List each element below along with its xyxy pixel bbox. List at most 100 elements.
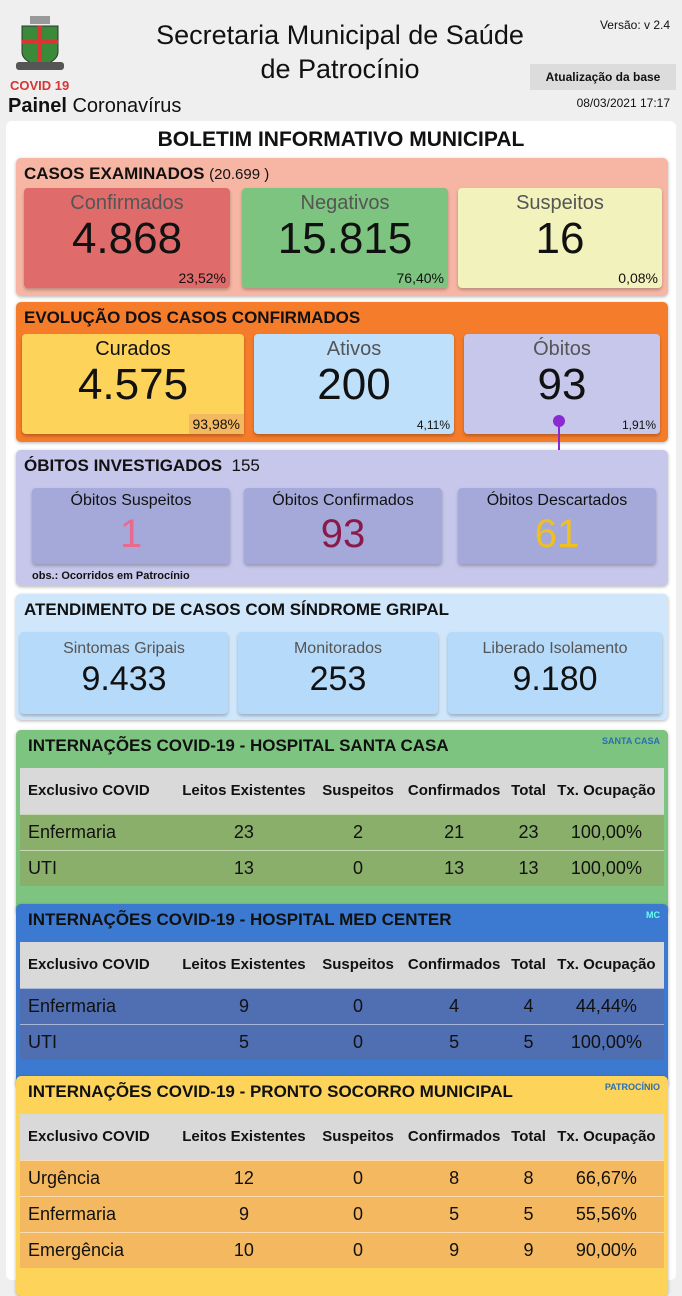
- column-header: Confirmados: [400, 1114, 509, 1160]
- column-header: Leitos Existentes: [171, 768, 317, 814]
- section-title: ÓBITOS INVESTIGADOS 155: [24, 456, 260, 475]
- title-line-1: Secretaria Municipal de Saúde: [156, 20, 524, 50]
- table-cell: 10: [171, 1231, 317, 1268]
- hospital-logo: SANTA CASA: [602, 736, 660, 746]
- table-cell: Enfermaria: [20, 1195, 172, 1232]
- flu-syndrome-section: ATENDIMENTO DE CASOS COM SÍNDROME GRIPAL…: [16, 594, 668, 720]
- column-header: Tx. Ocupação: [548, 942, 664, 988]
- table-cell: 13: [171, 849, 317, 886]
- table-cell: 9: [171, 1195, 317, 1232]
- column-header: Exclusivo COVID: [20, 1114, 172, 1160]
- hospital-section: INTERNAÇÕES COVID-19 - HOSPITAL MED CENT…: [16, 904, 668, 1088]
- column-header: Tx. Ocupação: [548, 1114, 664, 1160]
- table-row: Enfermaria 9 0 5 5 55,56%: [20, 1195, 664, 1232]
- table-cell: 13: [400, 849, 509, 886]
- hospital-table: Exclusivo COVID Leitos Existentes Suspeito…: [20, 768, 664, 886]
- table-cell: 8: [400, 1159, 509, 1196]
- table-row: Urgência 12 0 8 8 66,67%: [20, 1159, 664, 1196]
- table-header: Exclusivo COVID Leitos Existentes Suspeito…: [20, 1114, 664, 1160]
- deaths-investigated-section: ÓBITOS INVESTIGADOS 155 Óbitos Suspeitos…: [16, 450, 668, 586]
- table-row: UTI 13 0 13 13 100,00%: [20, 849, 664, 886]
- table-cell: UTI: [20, 849, 172, 886]
- cases-examined-section: CASOS EXAMINADOS (20.699 ) Confirmados 4.…: [16, 158, 668, 296]
- bulletin-title: BOLETIM INFORMATIVO MUNICIPAL: [157, 128, 525, 151]
- column-header: Total: [508, 942, 549, 988]
- hospital-table: Exclusivo COVID Leitos Existentes Suspeito…: [20, 1114, 664, 1268]
- examined-total: (20.699 ): [209, 166, 270, 183]
- column-header: Tx. Ocupação: [548, 768, 664, 814]
- table-row: Enfermaria 23 2 21 23 100,00%: [20, 813, 664, 850]
- table-cell: Enfermaria: [20, 813, 172, 850]
- table-cell: 55,56%: [548, 1195, 664, 1232]
- hospital-section: INTERNAÇÕES COVID-19 - PRONTO SOCORRO MU…: [16, 1076, 668, 1296]
- table-cell: 13: [508, 849, 549, 886]
- table-cell: 0: [316, 1023, 400, 1060]
- table-cell: 90,00%: [548, 1231, 664, 1268]
- table-cell: 0: [316, 987, 400, 1024]
- table-cell: 0: [316, 1231, 400, 1268]
- table-cell: 100,00%: [548, 849, 664, 886]
- table-cell: 66,67%: [548, 1159, 664, 1196]
- card-released-isolation: Liberado Isolamento 9.180: [448, 632, 662, 714]
- card-deaths-confirmed: Óbitos Confirmados 93: [244, 488, 442, 564]
- card-flu-symptoms: Sintomas Gripais 9.433: [20, 632, 228, 714]
- covid-label: COVID 19: [10, 78, 70, 93]
- section-title: ATENDIMENTO DE CASOS COM SÍNDROME GRIPAL: [24, 600, 450, 619]
- table-cell: 100,00%: [548, 813, 664, 850]
- panel-title-bold: Painel: [8, 95, 67, 117]
- card-confirmed: Confirmados 4.868 23,52%: [24, 188, 230, 288]
- card-active: Ativos 200 4,11%: [254, 334, 454, 434]
- section-title: CASOS EXAMINADOS (20.699 ): [24, 164, 270, 183]
- hospital-logo: MC: [646, 910, 660, 920]
- table-cell: 23: [508, 813, 549, 850]
- hospital-section: INTERNAÇÕES COVID-19 - HOSPITAL SANTA CA…: [16, 730, 668, 914]
- section-title: INTERNAÇÕES COVID-19 - HOSPITAL MED CENT…: [28, 910, 452, 929]
- table-row: UTI 5 0 5 5 100,00%: [20, 1023, 664, 1060]
- table-cell: 100,00%: [548, 1023, 664, 1060]
- table-cell: 12: [171, 1159, 317, 1196]
- card-negative: Negativos 15.815 76,40%: [242, 188, 448, 288]
- table-row: Emergência 10 0 9 9 90,00%: [20, 1231, 664, 1268]
- column-header: Leitos Existentes: [171, 1114, 317, 1160]
- table-cell: Urgência: [20, 1159, 172, 1196]
- table-cell: 5: [508, 1195, 549, 1232]
- column-header: Confirmados: [400, 942, 509, 988]
- table-cell: 0: [316, 1159, 400, 1196]
- table-cell: 2: [316, 813, 400, 850]
- card-monitored: Monitorados 253: [238, 632, 438, 714]
- table-cell: 9: [400, 1231, 509, 1268]
- city-coat-of-arms-logo: [16, 16, 64, 70]
- table-cell: 9: [508, 1231, 549, 1268]
- update-date: 08/03/2021 17:17: [576, 96, 670, 110]
- hospital-table: Exclusivo COVID Leitos Existentes Suspeito…: [20, 942, 664, 1060]
- table-cell: 5: [400, 1023, 509, 1060]
- table-row: Enfermaria 9 0 4 4 44,44%: [20, 987, 664, 1024]
- evolution-section: EVOLUÇÃO DOS CASOS CONFIRMADOS Curados 4.…: [16, 302, 668, 442]
- column-header: Confirmados: [400, 768, 509, 814]
- update-label: Atualização da base: [530, 64, 676, 90]
- title-line-2: de Patrocínio: [260, 54, 420, 84]
- column-header: Suspeitos: [316, 768, 400, 814]
- table-cell: Enfermaria: [20, 987, 172, 1024]
- section-title: INTERNAÇÕES COVID-19 - HOSPITAL SANTA CA…: [28, 736, 449, 755]
- column-header: Total: [508, 768, 549, 814]
- page-title: Secretaria Municipal de Saúde de Patrocín…: [110, 18, 570, 86]
- table-cell: 44,44%: [548, 987, 664, 1024]
- table-header: Exclusivo COVID Leitos Existentes Suspeito…: [20, 942, 664, 988]
- table-cell: 4: [400, 987, 509, 1024]
- table-cell: 8: [508, 1159, 549, 1196]
- table-header: Exclusivo COVID Leitos Existentes Suspeito…: [20, 768, 664, 814]
- section-title: EVOLUÇÃO DOS CASOS CONFIRMADOS: [24, 308, 361, 327]
- table-cell: 21: [400, 813, 509, 850]
- column-header: Suspeitos: [316, 942, 400, 988]
- version-label: Versão: v 2.4: [599, 18, 670, 32]
- table-cell: 5: [508, 1023, 549, 1060]
- table-cell: 5: [171, 1023, 317, 1060]
- column-header: Exclusivo COVID: [20, 768, 172, 814]
- table-cell: UTI: [20, 1023, 172, 1060]
- column-header: Leitos Existentes: [171, 942, 317, 988]
- table-cell: 4: [508, 987, 549, 1024]
- deaths-note: obs.: Ocorridos em Patrocínio: [32, 570, 190, 582]
- section-title: INTERNAÇÕES COVID-19 - PRONTO SOCORRO MU…: [28, 1082, 513, 1101]
- table-cell: 9: [171, 987, 317, 1024]
